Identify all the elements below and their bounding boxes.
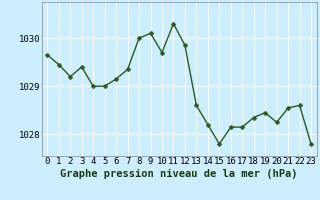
X-axis label: Graphe pression niveau de la mer (hPa): Graphe pression niveau de la mer (hPa) xyxy=(60,169,298,179)
